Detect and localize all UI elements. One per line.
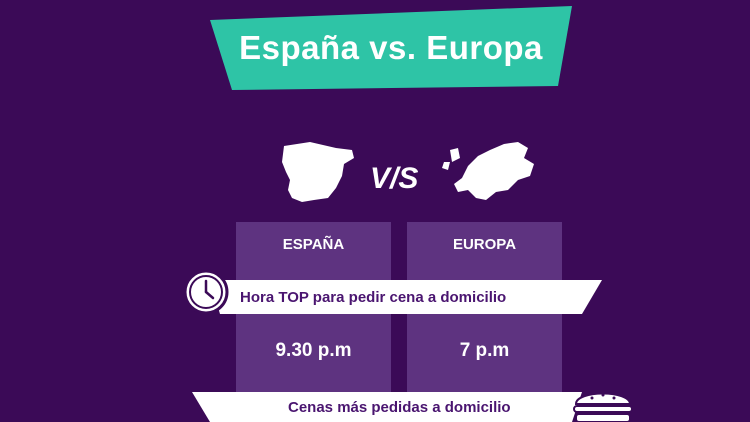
- clock-icon: [183, 269, 229, 315]
- ribbon-label: Hora TOP para pedir cena a domicilio: [240, 288, 507, 306]
- europe-map-icon: [442, 142, 534, 200]
- ribbon-top-hour: Hora TOP para pedir cena a domicilio: [210, 280, 602, 314]
- europe-column: [407, 222, 562, 422]
- spain-top-hour-value: 9.30 p.m: [275, 340, 352, 361]
- banner-shape: [210, 6, 572, 90]
- versus-mark: V/S: [370, 162, 418, 195]
- versus-text: V/S: [370, 162, 418, 195]
- spain-map-icon: [282, 142, 354, 202]
- spain-column: [236, 222, 391, 422]
- page-title: España vs. Europa: [239, 29, 543, 66]
- ribbon-shape: [210, 280, 602, 314]
- europe-column-header: EUROPA: [452, 236, 517, 253]
- ribbon-shape: [192, 392, 582, 422]
- ribbon-label: Cenas más pedidas a domicilio: [288, 398, 511, 416]
- burger-icon: [573, 392, 633, 422]
- europe-top-hour-value: 7 p.m: [459, 340, 510, 361]
- title-banner: España vs. Europa: [210, 6, 572, 90]
- maps-comparison: V/S: [282, 142, 534, 202]
- spain-column-header: ESPAÑA: [282, 236, 345, 253]
- ribbon-top-dinners: Cenas más pedidas a domicilio: [192, 392, 582, 422]
